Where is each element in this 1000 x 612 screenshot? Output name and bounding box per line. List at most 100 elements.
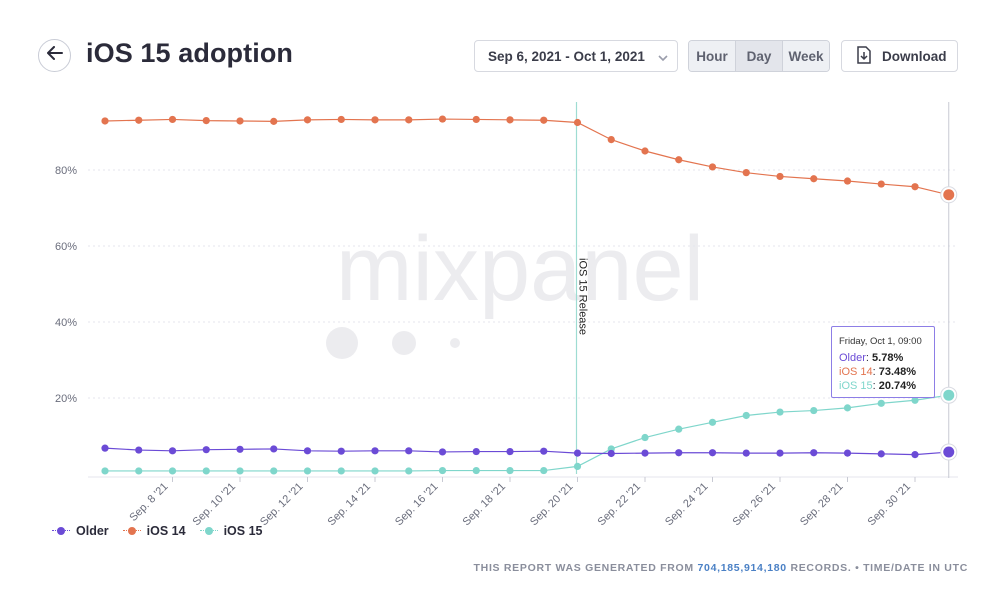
data-point[interactable] — [607, 449, 615, 458]
data-point[interactable] — [270, 117, 278, 125]
data-point[interactable] — [472, 466, 480, 475]
data-point[interactable] — [708, 163, 717, 171]
data-point[interactable] — [843, 449, 852, 457]
data-point[interactable] — [540, 447, 548, 455]
data-point[interactable] — [202, 467, 210, 475]
data-point[interactable] — [236, 117, 244, 125]
data-point[interactable] — [708, 449, 717, 457]
data-point[interactable] — [911, 451, 919, 459]
x-tick-label: Sep. 12 '21 — [258, 481, 306, 529]
data-point[interactable] — [742, 411, 750, 420]
data-point[interactable] — [877, 399, 885, 407]
data-point[interactable] — [135, 446, 143, 454]
data-point[interactable] — [303, 447, 312, 455]
data-point[interactable] — [810, 449, 818, 457]
tooltip-date: Friday, Oct 1, 09:00 — [839, 336, 922, 347]
series-line — [105, 394, 949, 472]
data-point[interactable] — [675, 449, 683, 457]
data-point[interactable] — [776, 408, 784, 416]
data-point[interactable] — [540, 116, 548, 124]
data-point[interactable] — [438, 466, 447, 475]
data-point[interactable] — [675, 425, 683, 433]
grid-lines — [88, 102, 958, 478]
data-point[interactable] — [641, 147, 649, 155]
data-point[interactable] — [101, 467, 109, 475]
granularity-hour-button[interactable]: Hour — [689, 41, 736, 71]
date-range-picker[interactable]: Sep 6, 2021 - Oct 1, 2021 — [474, 40, 678, 72]
data-point[interactable] — [742, 449, 750, 457]
data-point[interactable] — [101, 444, 109, 452]
data-point[interactable] — [168, 115, 177, 124]
data-point[interactable] — [236, 467, 244, 475]
legend-item-older[interactable]: Older — [52, 524, 109, 538]
data-point[interactable] — [101, 117, 109, 125]
data-point[interactable] — [573, 462, 582, 470]
hover-tooltip: Friday, Oct 1, 09:00 Older: 5.78% iOS 14… — [831, 326, 935, 398]
tooltip-row-ios14: iOS 14: 73.48% — [839, 366, 917, 378]
data-point[interactable] — [405, 467, 413, 475]
legend-item-ios14[interactable]: iOS 14 — [122, 524, 186, 538]
x-axis: Sep. 8 '21 Sep. 10 '21 Sep. 12 '21 Sep. 14 … — [127, 477, 916, 529]
x-tick-label: Sep. 16 '21 — [393, 481, 441, 529]
data-point[interactable] — [573, 118, 582, 127]
series-line — [104, 118, 949, 196]
data-point[interactable] — [641, 449, 649, 457]
data-point[interactable] — [472, 115, 480, 124]
data-point[interactable] — [911, 183, 919, 191]
data-point[interactable] — [135, 467, 143, 475]
data-point[interactable] — [843, 404, 852, 412]
data-point[interactable] — [708, 418, 717, 426]
data-point[interactable] — [337, 447, 345, 455]
footer-prefix: THIS REPORT WAS GENERATED FROM — [473, 562, 694, 574]
data-point[interactable] — [675, 156, 683, 164]
series-ios-14 — [101, 115, 958, 204]
download-button[interactable]: Download — [841, 40, 958, 72]
data-point[interactable] — [236, 445, 244, 453]
legend-item-ios15[interactable]: iOS 15 — [199, 524, 263, 538]
data-point[interactable] — [337, 115, 345, 124]
data-point[interactable] — [405, 447, 413, 455]
data-point[interactable] — [573, 449, 582, 457]
data-point[interactable] — [405, 116, 413, 124]
data-point[interactable] — [303, 467, 312, 475]
data-point[interactable] — [371, 116, 379, 124]
data-point[interactable] — [877, 450, 885, 458]
data-point[interactable] — [506, 116, 514, 124]
data-point[interactable] — [776, 449, 784, 457]
data-point[interactable] — [303, 116, 312, 124]
data-point[interactable] — [943, 389, 955, 401]
data-point[interactable] — [911, 396, 919, 404]
data-point[interactable] — [506, 466, 514, 475]
data-point[interactable] — [506, 447, 514, 456]
data-point[interactable] — [810, 406, 818, 415]
data-point[interactable] — [810, 175, 818, 183]
data-point[interactable] — [202, 446, 210, 454]
data-point[interactable] — [135, 116, 143, 124]
data-point[interactable] — [202, 117, 210, 125]
watermark: mixpanel — [326, 218, 704, 359]
data-point[interactable] — [742, 169, 750, 177]
data-point[interactable] — [943, 189, 955, 201]
data-point[interactable] — [607, 136, 615, 144]
data-point[interactable] — [943, 446, 955, 458]
data-point[interactable] — [641, 433, 649, 442]
data-point[interactable] — [168, 447, 177, 455]
back-button[interactable] — [38, 39, 71, 72]
data-point[interactable] — [776, 172, 784, 181]
data-point[interactable] — [472, 447, 480, 456]
data-point[interactable] — [540, 466, 548, 475]
granularity-week-button[interactable]: Week — [783, 41, 829, 71]
data-point[interactable] — [371, 447, 379, 455]
data-point[interactable] — [270, 467, 278, 475]
data-point[interactable] — [371, 467, 379, 475]
data-point[interactable] — [270, 445, 278, 453]
watermark-dot — [392, 331, 416, 355]
granularity-day-button[interactable]: Day — [736, 41, 783, 71]
data-point[interactable] — [337, 467, 345, 475]
data-point[interactable] — [168, 467, 177, 475]
chevron-down-icon — [658, 51, 668, 66]
data-point[interactable] — [438, 115, 447, 123]
data-point[interactable] — [438, 448, 447, 456]
data-point[interactable] — [877, 180, 885, 188]
data-point[interactable] — [843, 177, 852, 185]
